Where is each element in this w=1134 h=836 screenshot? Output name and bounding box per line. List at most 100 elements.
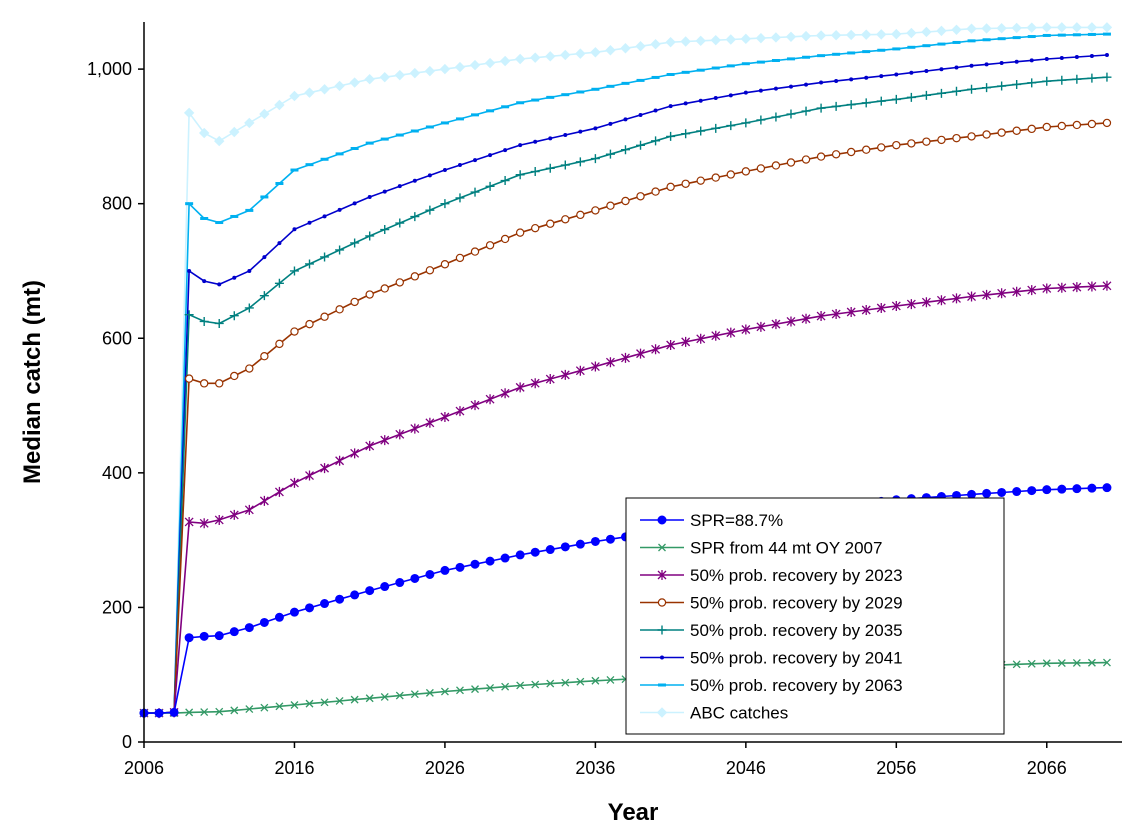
data-point bbox=[1042, 76, 1052, 86]
data-point bbox=[215, 379, 224, 388]
data-point bbox=[815, 30, 827, 41]
legend-item: 50% prob. recovery by 2063 bbox=[640, 676, 903, 695]
data-point bbox=[501, 682, 510, 691]
data-point bbox=[816, 311, 826, 322]
data-point bbox=[591, 676, 600, 685]
data-point bbox=[846, 147, 856, 157]
data-point bbox=[545, 163, 555, 173]
data-point bbox=[365, 586, 375, 596]
data-point bbox=[455, 193, 465, 203]
data-point bbox=[982, 289, 992, 300]
data-point bbox=[575, 365, 585, 376]
data-point bbox=[199, 316, 209, 326]
data-point bbox=[984, 62, 989, 67]
data-point bbox=[1086, 22, 1098, 33]
data-point bbox=[185, 708, 194, 717]
data-point bbox=[605, 357, 615, 368]
data-point bbox=[605, 534, 615, 544]
data-point bbox=[741, 118, 751, 128]
data-point bbox=[951, 24, 962, 36]
data-point bbox=[320, 312, 329, 321]
data-point bbox=[830, 29, 842, 41]
data-point bbox=[608, 121, 613, 126]
data-point bbox=[305, 319, 314, 329]
y-tick-label: 600 bbox=[102, 328, 132, 348]
data-point bbox=[531, 223, 540, 233]
data-point bbox=[471, 685, 479, 694]
data-point bbox=[1027, 285, 1037, 296]
data-point bbox=[533, 139, 538, 144]
x-tick-label: 2016 bbox=[274, 758, 314, 778]
data-point bbox=[1056, 22, 1068, 33]
data-point bbox=[514, 53, 526, 65]
data-point bbox=[1042, 659, 1051, 668]
data-point bbox=[1074, 54, 1079, 59]
data-point bbox=[967, 489, 977, 499]
data-point bbox=[997, 288, 1007, 299]
data-point bbox=[906, 92, 916, 102]
legend-label: 50% prob. recovery by 2029 bbox=[690, 594, 903, 613]
data-point bbox=[275, 339, 284, 349]
data-point bbox=[711, 173, 720, 182]
legend-swatch-marker bbox=[657, 570, 667, 580]
data-point bbox=[305, 470, 314, 481]
data-point bbox=[1012, 487, 1022, 497]
data-point bbox=[1042, 122, 1051, 132]
data-point bbox=[711, 330, 721, 341]
data-point bbox=[710, 34, 721, 46]
data-point bbox=[412, 178, 417, 183]
data-point bbox=[440, 411, 450, 422]
data-point bbox=[578, 129, 583, 134]
data-point bbox=[425, 205, 435, 215]
data-point bbox=[756, 164, 766, 173]
data-point bbox=[545, 374, 555, 385]
data-point bbox=[1087, 483, 1097, 493]
data-point bbox=[785, 31, 797, 43]
data-point bbox=[560, 369, 570, 380]
y-axis-title: Median catch (mt) bbox=[19, 280, 46, 484]
data-point bbox=[681, 336, 691, 347]
data-point bbox=[1012, 126, 1021, 135]
data-point bbox=[879, 74, 884, 79]
legend-label: 50% prob. recovery by 2023 bbox=[690, 566, 903, 585]
legend: SPR=88.7% SPR from 44 mt OY 2007 50% prob.… bbox=[625, 497, 1005, 735]
data-point bbox=[650, 38, 661, 50]
data-point bbox=[275, 702, 284, 711]
data-point bbox=[305, 603, 315, 613]
data-point bbox=[260, 703, 269, 712]
data-point bbox=[816, 103, 826, 113]
data-point bbox=[1057, 282, 1067, 293]
data-point bbox=[683, 101, 688, 106]
data-point bbox=[891, 94, 901, 104]
data-point bbox=[410, 690, 419, 699]
data-point bbox=[590, 47, 601, 58]
data-point bbox=[997, 487, 1007, 497]
data-point bbox=[937, 135, 946, 145]
data-point bbox=[289, 90, 300, 102]
data-point bbox=[380, 225, 390, 235]
data-point bbox=[698, 98, 703, 103]
data-point bbox=[576, 677, 585, 686]
data-point bbox=[202, 279, 207, 284]
data-point bbox=[456, 686, 464, 695]
data-point bbox=[292, 227, 297, 232]
data-point bbox=[666, 182, 675, 192]
data-point bbox=[349, 77, 360, 88]
data-point bbox=[952, 133, 961, 143]
data-point bbox=[365, 694, 374, 703]
data-point bbox=[515, 550, 525, 560]
data-point bbox=[936, 25, 947, 37]
data-point bbox=[653, 108, 658, 113]
data-point bbox=[969, 63, 974, 68]
data-point bbox=[575, 539, 585, 549]
data-point bbox=[560, 542, 570, 552]
data-point bbox=[289, 607, 299, 617]
data-point bbox=[1014, 59, 1019, 64]
data-point bbox=[1072, 658, 1081, 667]
data-point bbox=[529, 52, 541, 63]
data-point bbox=[786, 158, 796, 167]
data-point bbox=[680, 36, 691, 47]
data-point bbox=[1089, 53, 1094, 58]
data-point bbox=[198, 127, 210, 139]
data-point bbox=[485, 394, 495, 405]
